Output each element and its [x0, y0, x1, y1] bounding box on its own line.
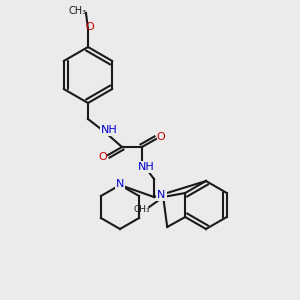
Text: N: N: [157, 190, 165, 200]
Text: O: O: [99, 152, 107, 162]
Text: N: N: [116, 179, 124, 189]
Text: CH₃: CH₃: [69, 6, 87, 16]
Text: O: O: [157, 132, 165, 142]
Text: CH₃: CH₃: [134, 205, 151, 214]
Text: NH: NH: [100, 125, 117, 135]
Text: O: O: [85, 22, 94, 32]
Text: NH: NH: [138, 162, 154, 172]
